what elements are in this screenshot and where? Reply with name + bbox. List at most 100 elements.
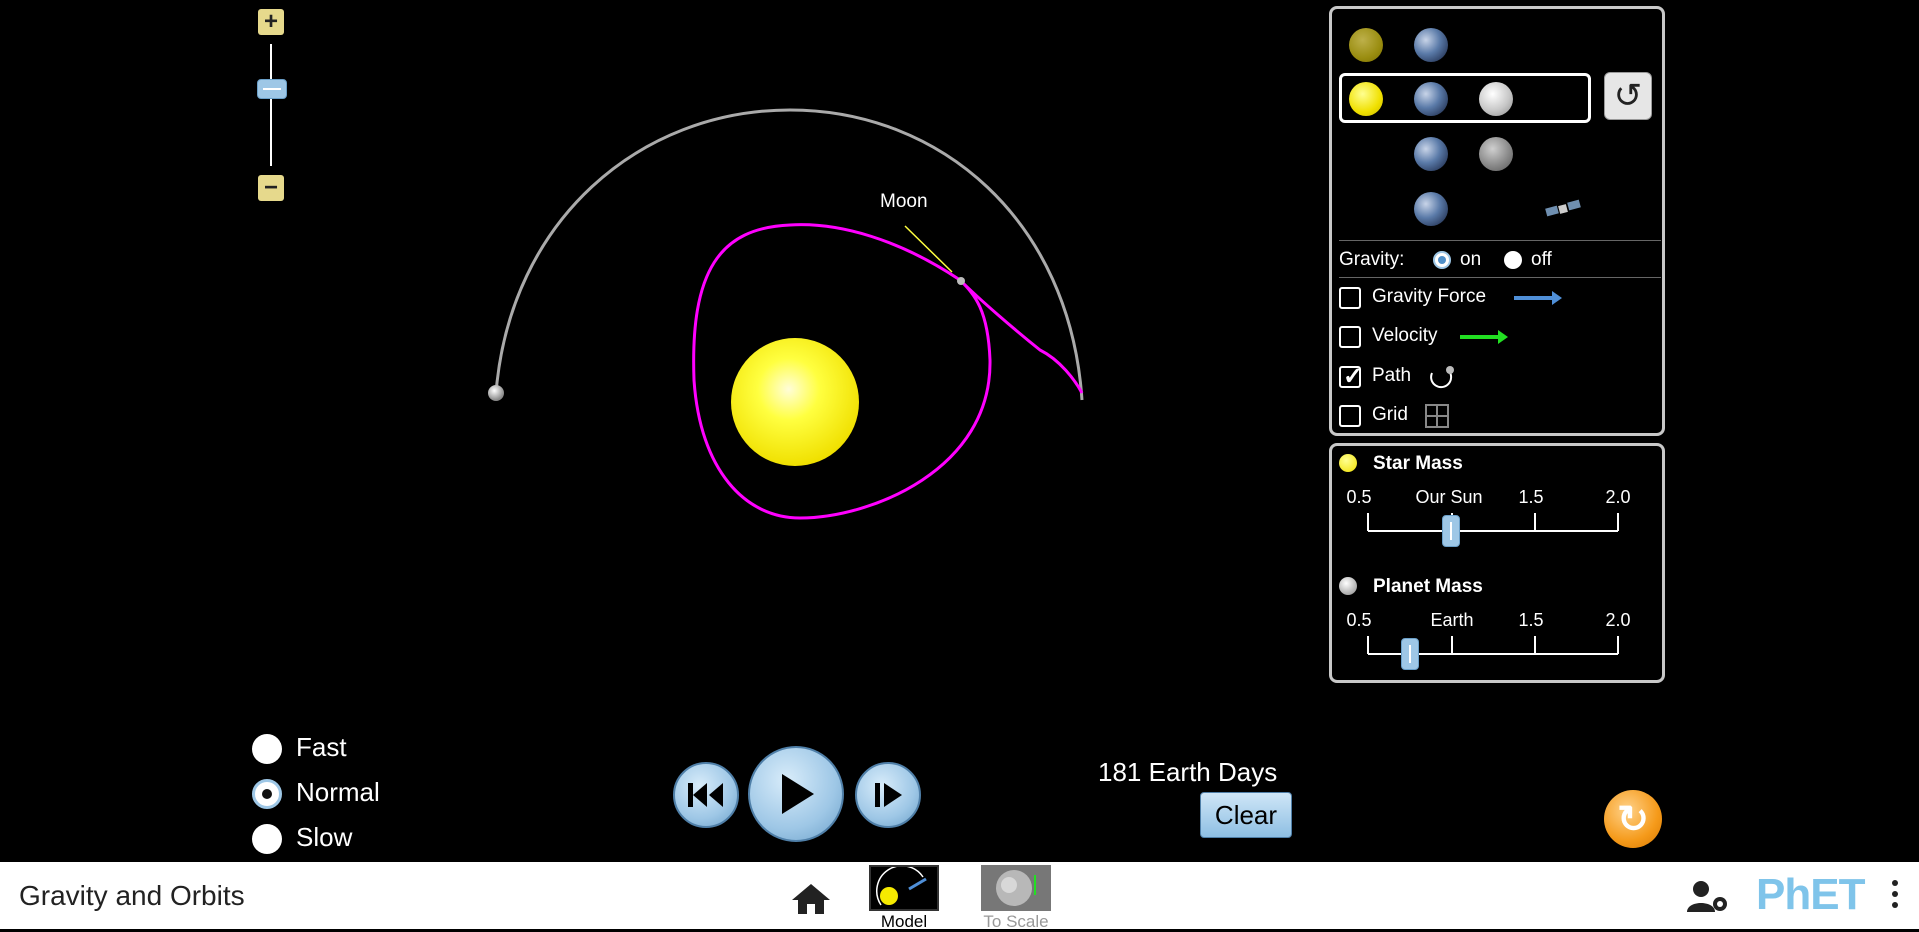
panel-divider (1339, 240, 1661, 241)
gravity-force-checkbox[interactable] (1339, 287, 1361, 309)
planet-mass-title: Planet Mass (1373, 576, 1483, 597)
grid-label[interactable]: Grid (1372, 404, 1408, 425)
screen-label-to-scale[interactable]: To Scale (983, 912, 1049, 931)
star-mass-tick-label: Our Sun (1415, 487, 1483, 507)
path-checkbox[interactable]: ✓ (1339, 363, 1363, 390)
play-icon (782, 774, 814, 814)
planet-mass-tick-label: Earth (1430, 610, 1474, 630)
scene-4-planet-icon[interactable] (1414, 192, 1448, 226)
grid-icon (1425, 404, 1449, 428)
kebab-menu-icon[interactable] (1892, 880, 1898, 913)
scene-2-star-icon[interactable] (1349, 82, 1383, 116)
planet-mass-tick-label: 1.5 (1518, 610, 1544, 630)
moon-label: Moon (880, 191, 928, 212)
zoom-slider-thumb[interactable] (257, 79, 287, 99)
zoom-slider-track[interactable] (270, 44, 272, 166)
gravity-off-label[interactable]: off (1531, 249, 1552, 270)
earth-path (494, 108, 1084, 401)
moon-label-leader (904, 225, 953, 273)
star-mass-icon (1339, 454, 1357, 472)
zoom-in-icon: + (263, 8, 278, 35)
velocity-checkbox[interactable] (1339, 326, 1361, 348)
star-mass-slider-track[interactable] (1368, 530, 1618, 532)
model-screen-icon (876, 865, 927, 906)
scene-3-planet-icon[interactable] (1414, 137, 1448, 171)
speed-label[interactable]: Fast (296, 732, 347, 762)
check-icon: ✓ (1343, 363, 1364, 390)
grid-checkbox[interactable] (1339, 405, 1361, 427)
star-mass-slider-thumb[interactable] (1442, 515, 1461, 547)
slider-tick (1534, 513, 1536, 531)
star-mass-tick-label: 1.5 (1518, 487, 1544, 507)
play-area (488, 108, 1084, 520)
slider-tick (1617, 636, 1619, 654)
reset-all-icon: ↻ (1617, 798, 1649, 841)
speed-label[interactable]: Normal (296, 777, 380, 807)
gravity-label: Gravity: (1339, 249, 1405, 270)
reset-system-button[interactable]: ↺ (1604, 72, 1652, 120)
gravity-on-radio[interactable] (1433, 251, 1451, 269)
scene-1-star-icon[interactable] (1349, 28, 1383, 62)
moon-path (692, 223, 1084, 520)
gravity-force-label[interactable]: Gravity Force (1372, 286, 1487, 307)
planet-mass-slider-track[interactable] (1368, 653, 1618, 655)
screen-tile-to-scale[interactable] (981, 865, 1051, 911)
moon-body[interactable] (957, 277, 965, 285)
earth-body[interactable] (488, 385, 504, 401)
user-settings-icon[interactable] (1686, 880, 1730, 914)
screen-tile-model[interactable] (869, 865, 939, 911)
zoom-out-icon: − (263, 174, 278, 201)
slider-tick (1367, 513, 1369, 531)
speed-radio[interactable] (252, 779, 282, 809)
sim-title: Gravity and Orbits (19, 880, 245, 911)
velocity-label[interactable]: Velocity (1372, 325, 1438, 346)
scene-2-moon-icon[interactable] (1479, 82, 1513, 116)
play-button[interactable] (748, 746, 844, 842)
path-label[interactable]: Path (1372, 365, 1412, 386)
scene-3-moon-icon[interactable] (1479, 137, 1513, 171)
step-icon (875, 783, 902, 807)
selected-scene-box[interactable] (1339, 73, 1591, 123)
clear-button[interactable]: Clear (1200, 792, 1292, 838)
zoom-in-button[interactable]: + (258, 9, 284, 35)
planet-mass-slider-thumb[interactable] (1400, 638, 1419, 670)
rewind-icon (688, 783, 723, 807)
gravity-force-arrow-icon (1514, 291, 1562, 305)
rewind-button[interactable] (673, 762, 739, 828)
mass-panel: Star Mass 0.5 Our Sun 1.5 2.0 Planet Mas… (1329, 443, 1665, 683)
home-icon[interactable] (790, 882, 832, 916)
reset-all-button[interactable]: ↻ (1604, 790, 1662, 848)
to-scale-screen-icon (996, 870, 1036, 906)
slider-tick (1534, 636, 1536, 654)
screen-label-model[interactable]: Model (880, 912, 928, 931)
navigation-bar: Gravity and Orbits Model To Scale PhET (0, 862, 1919, 931)
elapsed-time: 181 Earth Days (1098, 757, 1278, 787)
star-mass-tick-label: 2.0 (1605, 487, 1631, 507)
step-button[interactable] (855, 762, 921, 828)
slider-tick (1451, 636, 1453, 654)
scene-1-planet-icon[interactable] (1414, 28, 1448, 62)
star-mass-title: Star Mass (1373, 453, 1463, 474)
panel-divider (1339, 277, 1661, 278)
scene-2-planet-icon[interactable] (1414, 82, 1448, 116)
path-icon (1430, 366, 1454, 389)
sun-body[interactable] (731, 338, 859, 466)
gravity-off-radio[interactable] (1504, 251, 1522, 269)
phet-logo[interactable]: PhET (1756, 870, 1865, 919)
speed-radio[interactable] (252, 734, 282, 764)
slider-tick (1617, 513, 1619, 531)
planet-mass-tick-label: 0.5 (1346, 610, 1372, 630)
speed-label[interactable]: Slow (296, 822, 353, 852)
planet-mass-tick-label: 2.0 (1605, 610, 1631, 630)
velocity-arrow-icon (1460, 330, 1508, 344)
slider-tick (1367, 636, 1369, 654)
star-mass-tick-label: 0.5 (1346, 487, 1372, 507)
planet-mass-icon (1339, 577, 1357, 595)
sim-area: Moon + − ↺ Gravity: on off Gravity Force… (252, 6, 1665, 854)
bodies-panel: ↺ Gravity: on off Gravity Force Velocity… (1329, 6, 1665, 436)
satellite-icon[interactable] (1544, 197, 1584, 221)
zoom-out-button[interactable]: − (258, 175, 284, 201)
gravity-on-label[interactable]: on (1460, 249, 1482, 270)
speed-radio[interactable] (252, 824, 282, 854)
reset-system-icon: ↺ (1613, 77, 1643, 115)
